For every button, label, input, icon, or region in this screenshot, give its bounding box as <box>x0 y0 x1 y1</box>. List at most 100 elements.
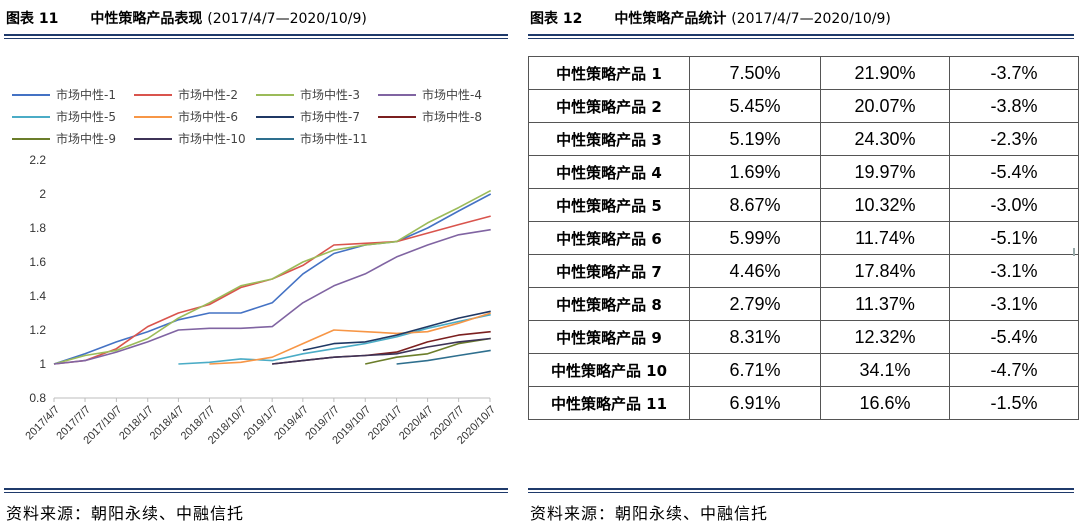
table-row: 中性策略产品 8 2.79% 11.37% -3.1% <box>528 287 1079 321</box>
series-line-5 <box>178 313 491 365</box>
value-cell-2: 24.30% <box>820 122 950 156</box>
legend-label: 市场中性-3 <box>300 87 360 102</box>
left-top-rule-thin <box>4 38 508 39</box>
legend-label: 市场中性-9 <box>56 131 116 146</box>
value-cell-1: 7.50% <box>689 56 821 90</box>
y-tick-label: 1.4 <box>29 289 46 303</box>
value-cell-1: 5.19% <box>689 122 821 156</box>
product-name-cell: 中性策略产品 7 <box>528 254 690 288</box>
value-cell-2: 34.1% <box>820 353 950 387</box>
left-top-rule <box>4 34 508 36</box>
left-figure-period: (2017/4/7—2020/10/9) <box>207 11 367 27</box>
legend-label: 市场中性-5 <box>56 109 116 124</box>
series-line-8 <box>272 330 491 365</box>
y-tick-label: 1.6 <box>29 255 46 269</box>
value-cell-2: 11.74% <box>820 221 950 255</box>
value-cell-1: 6.71% <box>689 353 821 387</box>
value-cell-3: -2.3% <box>949 122 1079 156</box>
series-line-2 <box>53 215 491 365</box>
product-name-cell: 中性策略产品 8 <box>528 287 690 321</box>
value-cell-1: 5.45% <box>689 89 821 123</box>
value-cell-3: -1.5% <box>949 386 1079 420</box>
performance-line-chart: 市场中性-1 市场中性-2 市场中性-3 市场中性-4 市场中性-5 市场中性-6 市场中性… <box>12 87 498 447</box>
value-cell-3: -3.8% <box>949 89 1079 123</box>
value-cell-3: -3.7% <box>949 56 1079 90</box>
y-tick-label: 2 <box>39 187 46 201</box>
product-name-cell: 中性策略产品 5 <box>528 188 690 222</box>
left-source-note: 资料来源：朝阳永续、中融信托 <box>6 504 245 523</box>
left-bottom-rule-thin <box>4 492 508 493</box>
value-cell-2: 16.6% <box>820 386 950 420</box>
y-tick-label: 1 <box>39 357 46 371</box>
value-cell-2: 11.37% <box>820 287 950 321</box>
right-figure-heading: 图表 12 中性策略产品统计 (2017/4/7—2020/10/9) <box>530 8 891 28</box>
series-line-9 <box>365 337 491 365</box>
legend-label: 市场中性-4 <box>422 87 482 102</box>
value-cell-2: 20.07% <box>820 89 950 123</box>
table-row: 中性策略产品 2 5.45% 20.07% -3.8% <box>528 89 1079 123</box>
right-top-rule-thin <box>528 38 1074 39</box>
table-row: 中性策略产品 1 7.50% 21.90% -3.7% <box>528 56 1079 90</box>
table-row: 中性策略产品 3 5.19% 24.30% -2.3% <box>528 122 1079 156</box>
value-cell-2: 12.32% <box>820 320 950 354</box>
right-top-rule <box>528 34 1074 36</box>
right-bottom-rule-thin <box>528 492 1074 493</box>
value-cell-3: -3.1% <box>949 254 1079 288</box>
left-figure-title: 中性策略产品表现 <box>90 11 203 27</box>
product-name-cell: 中性策略产品 11 <box>528 386 690 420</box>
value-cell-1: 8.67% <box>689 188 821 222</box>
y-tick-label: 1.8 <box>29 221 46 235</box>
table-row: 中性策略产品 6 5.99% 11.74% -5.1% <box>528 221 1079 255</box>
product-name-cell: 中性策略产品 1 <box>528 56 690 90</box>
value-cell-1: 4.46% <box>689 254 821 288</box>
y-tick-label: 1.2 <box>29 323 46 337</box>
legend-label: 市场中性-10 <box>178 131 246 146</box>
table-row: 中性策略产品 4 1.69% 19.97% -5.4% <box>528 155 1079 189</box>
legend-label: 市场中性-6 <box>178 109 238 124</box>
value-cell-3: -3.0% <box>949 188 1079 222</box>
legend-label: 市场中性-7 <box>300 109 360 124</box>
series-line-3 <box>53 189 492 365</box>
legend-label: 市场中性-2 <box>178 87 238 102</box>
product-name-cell: 中性策略产品 6 <box>528 221 690 255</box>
value-cell-2: 19.97% <box>820 155 950 189</box>
value-cell-1: 6.91% <box>689 386 821 420</box>
y-tick-label: 0.8 <box>29 391 46 405</box>
legend-label: 市场中性-8 <box>422 109 482 124</box>
series-line-1 <box>53 193 492 365</box>
right-figure-label: 图表 12 <box>530 11 583 27</box>
value-cell-1: 2.79% <box>689 287 821 321</box>
product-name-cell: 中性策略产品 4 <box>528 155 690 189</box>
value-cell-2: 17.84% <box>820 254 950 288</box>
value-cell-2: 21.90% <box>820 56 950 90</box>
value-cell-3: -3.1% <box>949 287 1079 321</box>
edge-mark <box>1073 248 1075 256</box>
right-bottom-rule <box>528 488 1074 490</box>
value-cell-3: -4.7% <box>949 353 1079 387</box>
left-figure-heading: 图表 11 中性策略产品表现 (2017/4/7—2020/10/9) <box>6 8 367 28</box>
value-cell-3: -5.4% <box>949 320 1079 354</box>
series-line-4 <box>53 228 491 365</box>
table-row: 中性策略产品 9 8.31% 12.32% -5.4% <box>528 320 1079 354</box>
series-line-10 <box>272 337 491 365</box>
legend-label: 市场中性-11 <box>300 131 368 146</box>
value-cell-3: -5.4% <box>949 155 1079 189</box>
table-row: 中性策略产品 10 6.71% 34.1% -4.7% <box>528 353 1079 387</box>
series-line-7 <box>302 310 491 352</box>
product-name-cell: 中性策略产品 9 <box>528 320 690 354</box>
table-row: 中性策略产品 7 4.46% 17.84% -3.1% <box>528 254 1079 288</box>
product-name-cell: 中性策略产品 3 <box>528 122 690 156</box>
table-row: 中性策略产品 5 8.67% 10.32% -3.0% <box>528 188 1079 222</box>
y-tick-label: 2.2 <box>29 153 46 167</box>
value-cell-1: 5.99% <box>689 221 821 255</box>
right-figure-period: (2017/4/7—2020/10/9) <box>731 11 891 27</box>
right-figure-title: 中性策略产品统计 <box>614 11 727 27</box>
series-line-11 <box>396 349 491 365</box>
table-row: 中性策略产品 11 6.91% 16.6% -1.5% <box>528 386 1079 420</box>
product-statistics-table: 中性策略产品 1 7.50% 21.90% -3.7% 中性策略产品 2 5.45% 20.… <box>528 56 1079 420</box>
value-cell-2: 10.32% <box>820 188 950 222</box>
series-line-6 <box>209 312 491 365</box>
left-bottom-rule <box>4 488 508 490</box>
value-cell-1: 8.31% <box>689 320 821 354</box>
product-name-cell: 中性策略产品 2 <box>528 89 690 123</box>
